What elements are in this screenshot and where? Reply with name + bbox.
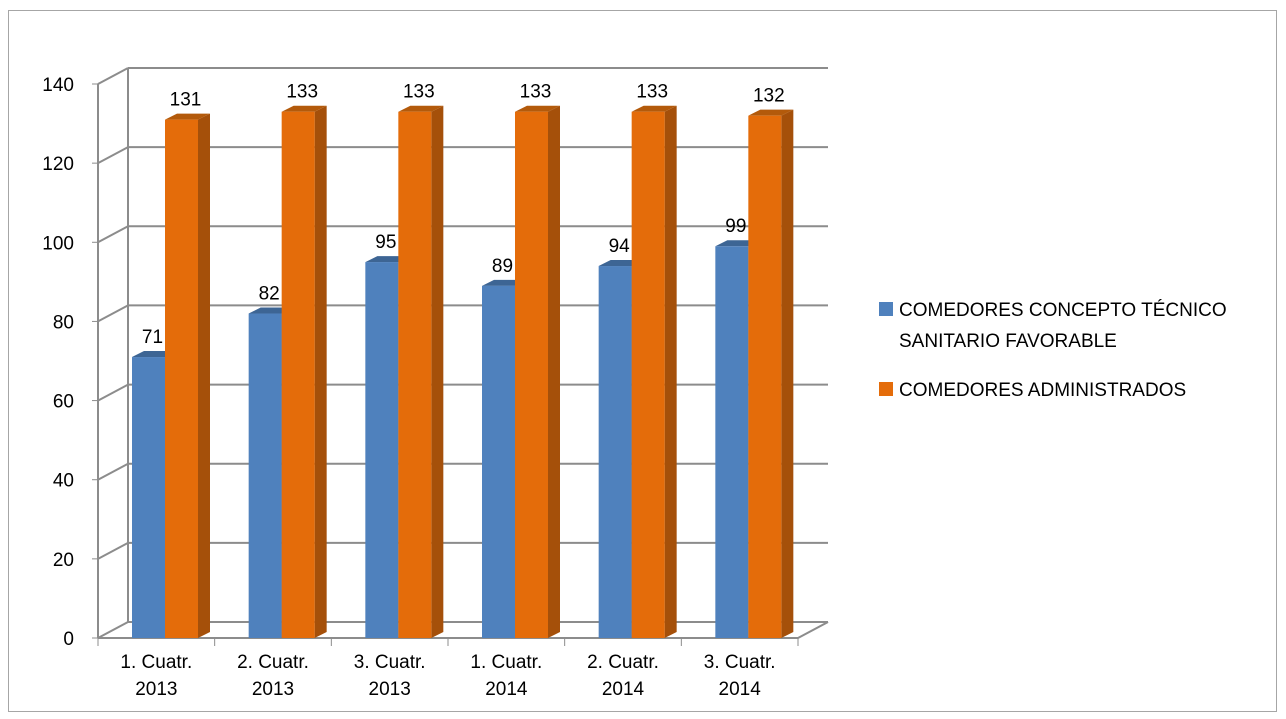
x-tick-label: 3. Cuatr. xyxy=(704,652,776,673)
x-tick-label: 2. Cuatr. xyxy=(587,652,659,673)
data-label: 133 xyxy=(520,82,552,103)
y-tick-label: 80 xyxy=(53,312,74,333)
y-tick-label: 100 xyxy=(42,233,74,254)
y-tick-label: 60 xyxy=(53,392,74,413)
gridline-depth xyxy=(97,621,129,639)
x-tick-label: 3. Cuatr. xyxy=(354,652,426,673)
x-tick-label: 2. Cuatr. xyxy=(237,652,309,673)
floor-edge xyxy=(797,621,829,639)
x-tick-label: 1. Cuatr. xyxy=(120,652,192,673)
y-tick-label: 120 xyxy=(42,154,74,175)
bar xyxy=(165,119,198,639)
bar xyxy=(748,115,782,638)
bar-top xyxy=(515,105,560,112)
legend-swatch xyxy=(879,382,893,396)
bar-side xyxy=(314,105,327,638)
bar xyxy=(482,285,515,638)
gridline-depth xyxy=(97,146,129,165)
gridline-depth xyxy=(97,225,129,244)
bar xyxy=(132,357,165,638)
data-label: 94 xyxy=(609,236,631,257)
bar-top xyxy=(398,105,444,112)
gridline-depth xyxy=(97,462,129,481)
bar xyxy=(248,313,282,638)
data-label: 71 xyxy=(142,327,163,348)
bar xyxy=(365,262,399,638)
bar xyxy=(398,111,432,638)
data-label: 133 xyxy=(636,82,668,103)
bar-top xyxy=(281,105,327,112)
legend-swatch xyxy=(879,302,893,316)
data-label: 99 xyxy=(725,216,746,237)
bar-top xyxy=(165,113,210,120)
data-label: 133 xyxy=(403,82,435,103)
bar-top xyxy=(631,105,677,112)
data-label: 82 xyxy=(259,284,280,305)
legend-label: COMEDORES ADMINISTRADOS xyxy=(899,380,1186,401)
y-tick-label: 20 xyxy=(53,550,74,571)
bar-side xyxy=(548,105,560,638)
bar xyxy=(715,246,749,638)
gridline-depth xyxy=(97,541,129,560)
legend-label: SANITARIO FAVORABLE xyxy=(899,331,1117,352)
x-tick-label: 2014 xyxy=(719,679,762,700)
bar xyxy=(281,111,315,638)
x-tick-label: 2014 xyxy=(485,679,528,700)
data-label: 131 xyxy=(170,90,202,111)
y-tick-label: 0 xyxy=(63,629,74,650)
x-tick-label: 1. Cuatr. xyxy=(470,652,542,673)
bar xyxy=(515,111,548,638)
bar-side xyxy=(431,105,444,638)
data-label: 89 xyxy=(492,256,513,277)
legend-label: COMEDORES CONCEPTO TÉCNICO xyxy=(899,300,1227,321)
data-label: 132 xyxy=(753,86,785,107)
y-tick-label: 140 xyxy=(42,75,74,96)
gridline-depth xyxy=(97,67,129,85)
bar-side xyxy=(781,109,794,638)
bar-side xyxy=(664,105,677,638)
data-label: 133 xyxy=(286,82,318,103)
x-tick-label: 2014 xyxy=(602,679,645,700)
x-tick-label: 2013 xyxy=(369,679,411,700)
gridline-depth xyxy=(97,304,129,323)
bar-top xyxy=(748,109,794,116)
y-tick-label: 40 xyxy=(53,471,74,492)
x-tick-label: 2013 xyxy=(135,679,177,700)
bar-side xyxy=(198,113,210,639)
x-tick-label: 2013 xyxy=(252,679,294,700)
bar xyxy=(631,111,665,638)
gridline-depth xyxy=(97,383,129,402)
bar xyxy=(598,266,632,638)
data-label: 95 xyxy=(375,232,396,253)
